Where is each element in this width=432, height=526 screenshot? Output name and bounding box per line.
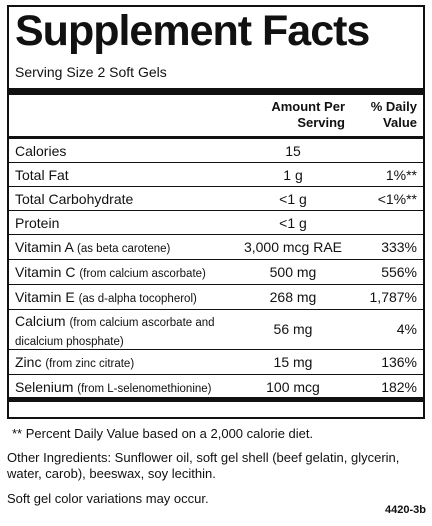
row-vitamin-a: Vitamin A (as beta carotene) 3,000 mcg R… — [9, 235, 423, 260]
amount-header-line1: Amount Per — [271, 99, 345, 114]
nutrient-name: Total Fat — [15, 167, 69, 183]
nutrient-label: Zinc — [15, 354, 42, 370]
daily-value-header: % Daily Value — [353, 99, 417, 131]
supplement-facts-panel: Supplement Facts Serving Size 2 Soft Gel… — [7, 5, 425, 419]
row-total-fat: Total Fat 1 g 1%** — [9, 163, 423, 187]
row-selenium: Selenium (from L-selenomethionine) 100 m… — [9, 375, 423, 399]
serving-size: Serving Size 2 Soft Gels — [15, 64, 167, 80]
nutrient-dv: 1%** — [385, 167, 417, 183]
nutrient-name: Vitamin E (as d-alpha tocopherol) — [15, 289, 197, 308]
nutrient-dv: 333% — [381, 239, 417, 255]
nutrient-amount: 15 — [285, 143, 301, 159]
nutrient-source: (from L-selenomethionine) — [77, 383, 212, 395]
nutrient-name: Zinc (from zinc citrate) — [15, 354, 134, 373]
nutrient-name: Calories — [15, 143, 67, 159]
nutrient-name: Protein — [15, 215, 60, 231]
nutrient-amount: 100 mcg — [266, 379, 320, 395]
row-calcium: Calcium (from calcium ascorbate and dica… — [9, 310, 423, 350]
nutrient-label: Vitamin E — [15, 289, 75, 305]
nutrient-dv: 4% — [396, 321, 417, 337]
dv-header-line1: % Daily — [370, 99, 417, 114]
nutrient-label: Vitamin A — [15, 239, 74, 255]
row-total-carbohydrate: Total Carbohydrate <1 g <1%** — [9, 187, 423, 211]
nutrient-label: Vitamin C — [15, 264, 76, 280]
nutrient-dv: 182% — [381, 379, 417, 395]
nutrient-amount: 1 g — [283, 167, 303, 183]
nutrient-label: Calcium — [15, 313, 66, 329]
row-zinc: Zinc (from zinc citrate) 15 mg 136% — [9, 350, 423, 375]
panel-title: Supplement Facts — [15, 7, 370, 55]
nutrient-name: Vitamin A (as beta carotene) — [15, 239, 170, 258]
nutrient-name: Vitamin C (from calcium ascorbate) — [15, 264, 206, 283]
header-divider — [9, 136, 423, 139]
amount-header-line2: Serving — [297, 115, 345, 130]
row-vitamin-c: Vitamin C (from calcium ascorbate) 500 m… — [9, 260, 423, 285]
nutrient-dv: 136% — [381, 354, 417, 370]
nutrient-dv: 556% — [381, 264, 417, 280]
nutrient-source: (from zinc citrate) — [45, 358, 135, 370]
nutrient-name: Total Carbohydrate — [15, 191, 134, 207]
nutrient-source: (as beta carotene) — [77, 243, 171, 255]
nutrient-name: Calcium (from calcium ascorbate and dica… — [15, 313, 215, 351]
product-code: 4420-3b — [385, 504, 426, 516]
row-vitamin-e: Vitamin E (as d-alpha tocopherol) 268 mg… — [9, 285, 423, 310]
nutrient-source-cont: dicalcium phosphate) — [15, 336, 124, 348]
daily-value-footnote: ** Percent Daily Value based on a 2,000 … — [12, 426, 314, 441]
color-variation-note: Soft gel color variations may occur. — [7, 491, 209, 506]
nutrient-amount: 56 mg — [273, 321, 313, 337]
nutrient-dv: 1,787% — [369, 289, 417, 305]
nutrient-amount: 500 mg — [269, 264, 317, 280]
nutrient-name: Selenium (from L-selenomethionine) — [15, 379, 212, 398]
nutrient-amount: 268 mg — [269, 289, 317, 305]
nutrient-amount: <1 g — [279, 191, 307, 207]
nutrient-dv: <1%** — [377, 191, 417, 207]
thick-divider — [9, 88, 423, 95]
nutrient-source: (from calcium ascorbate) — [79, 268, 206, 280]
bottom-divider — [9, 397, 423, 402]
nutrient-amount: <1 g — [279, 215, 307, 231]
nutrient-label: Selenium — [15, 379, 74, 395]
nutrient-source: (from calcium ascorbate and — [69, 317, 215, 329]
nutrient-amount: 3,000 mcg RAE — [243, 239, 343, 255]
amount-per-serving-header: Amount Per Serving — [229, 99, 345, 131]
nutrient-amount: 15 mg — [273, 354, 313, 370]
row-protein: Protein <1 g — [9, 211, 423, 235]
dv-header-line2: Value — [383, 115, 417, 130]
other-ingredients: Other Ingredients: Sunflower oil, soft g… — [7, 450, 400, 481]
nutrient-source: (as d-alpha tocopherol) — [78, 293, 197, 305]
row-calories: Calories 15 — [9, 139, 423, 163]
